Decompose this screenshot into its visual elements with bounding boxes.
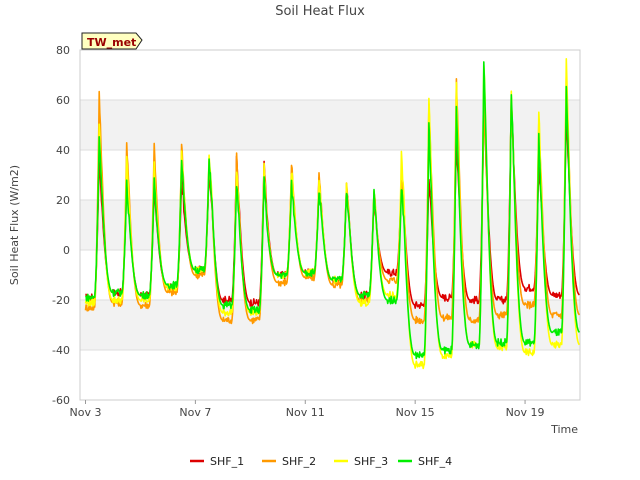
background-band: [80, 100, 580, 150]
chart-title: Soil Heat Flux: [275, 4, 365, 19]
x-axis-ticks: Nov 3 Nov 7 Nov 11 Nov 15 Nov 19: [70, 400, 545, 419]
y-tick-label: -20: [52, 294, 70, 307]
legend-label: SHF_1: [210, 455, 244, 468]
station-badge-shape: [81, 32, 143, 50]
y-tick-label: -40: [52, 344, 70, 357]
legend: SHF_1 SHF_2 SHF_3 SHF_4: [190, 455, 452, 468]
x-tick-label: Nov 19: [506, 406, 545, 419]
y-tick-label: 40: [56, 144, 70, 157]
x-tick-label: Nov 3: [70, 406, 102, 419]
y-tick-label: 60: [56, 94, 70, 107]
y-tick-label: -60: [52, 394, 70, 407]
x-tick-label: Nov 11: [286, 406, 325, 419]
x-tick-label: Nov 7: [179, 406, 211, 419]
legend-label: SHF_4: [418, 455, 452, 468]
legend-label: SHF_2: [282, 455, 316, 468]
y-tick-label: 80: [56, 44, 70, 57]
plot-frame: [79, 49, 581, 401]
y-axis-ticks: -60 -40 -20 0 20 40 60 80: [52, 44, 70, 407]
y-tick-label: 0: [63, 244, 70, 257]
series-line-shf-4: [84, 61, 581, 360]
x-tick-label: Nov 15: [396, 406, 435, 419]
legend-label: SHF_3: [354, 455, 388, 468]
series-line-shf-2: [84, 75, 581, 325]
series-lines: [84, 58, 581, 370]
y-axis-label: Soil Heat Flux (W/m2): [8, 165, 21, 285]
background-band: [80, 200, 580, 250]
station-badge: TW_met: [81, 32, 143, 50]
x-axis-label: Time: [550, 423, 578, 436]
station-badge-label: TW_met: [87, 36, 136, 49]
background-bands: [80, 100, 580, 350]
y-tick-label: 20: [56, 194, 70, 207]
